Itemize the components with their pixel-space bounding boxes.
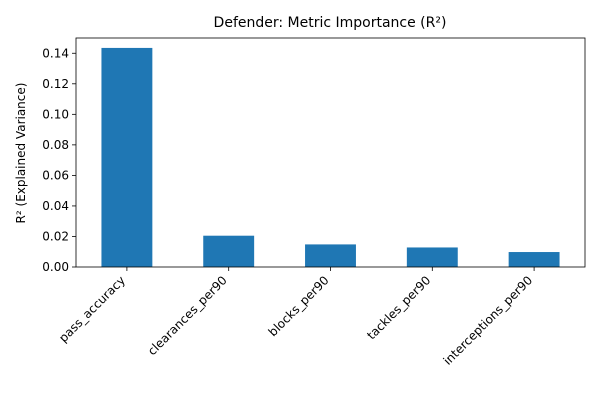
y-tick-label: 0.14	[42, 46, 69, 60]
bar-tackles-per90	[406, 247, 458, 267]
y-tick-label: 0.10	[42, 107, 69, 121]
x-tick-label: clearances_per90	[145, 273, 230, 358]
x-tick-label: interceptions_per90	[441, 273, 536, 368]
bar-interceptions-per90	[508, 252, 560, 267]
y-tick-label: 0.02	[42, 229, 69, 243]
y-tick-label: 0.06	[42, 168, 69, 182]
y-axis-ticks: 0.00 0.02 0.04 0.06 0.08 0.10 0.12 0.14	[42, 46, 76, 274]
bar-clearances-per90	[203, 235, 255, 267]
plot-frame	[75, 37, 586, 268]
chart-title: Defender: Metric Importance (R²)	[214, 15, 447, 31]
y-tick-label: 0.04	[42, 199, 69, 213]
y-tick-label: 0.12	[42, 77, 69, 91]
y-tick-label: 0.00	[42, 260, 69, 274]
x-tick-label: pass_accuracy	[56, 273, 128, 345]
bar-pass-accuracy	[101, 47, 153, 267]
bar-blocks-per90	[305, 244, 356, 267]
bars	[101, 47, 560, 267]
x-tick-label: blocks_per90	[266, 273, 332, 339]
y-axis-label: R² (Explained Variance)	[14, 83, 28, 224]
x-tick-label: tackles_per90	[364, 273, 433, 342]
x-axis-ticks: pass_accuracy clearances_per90 blocks_per9…	[56, 267, 535, 368]
y-tick-label: 0.08	[42, 138, 69, 152]
